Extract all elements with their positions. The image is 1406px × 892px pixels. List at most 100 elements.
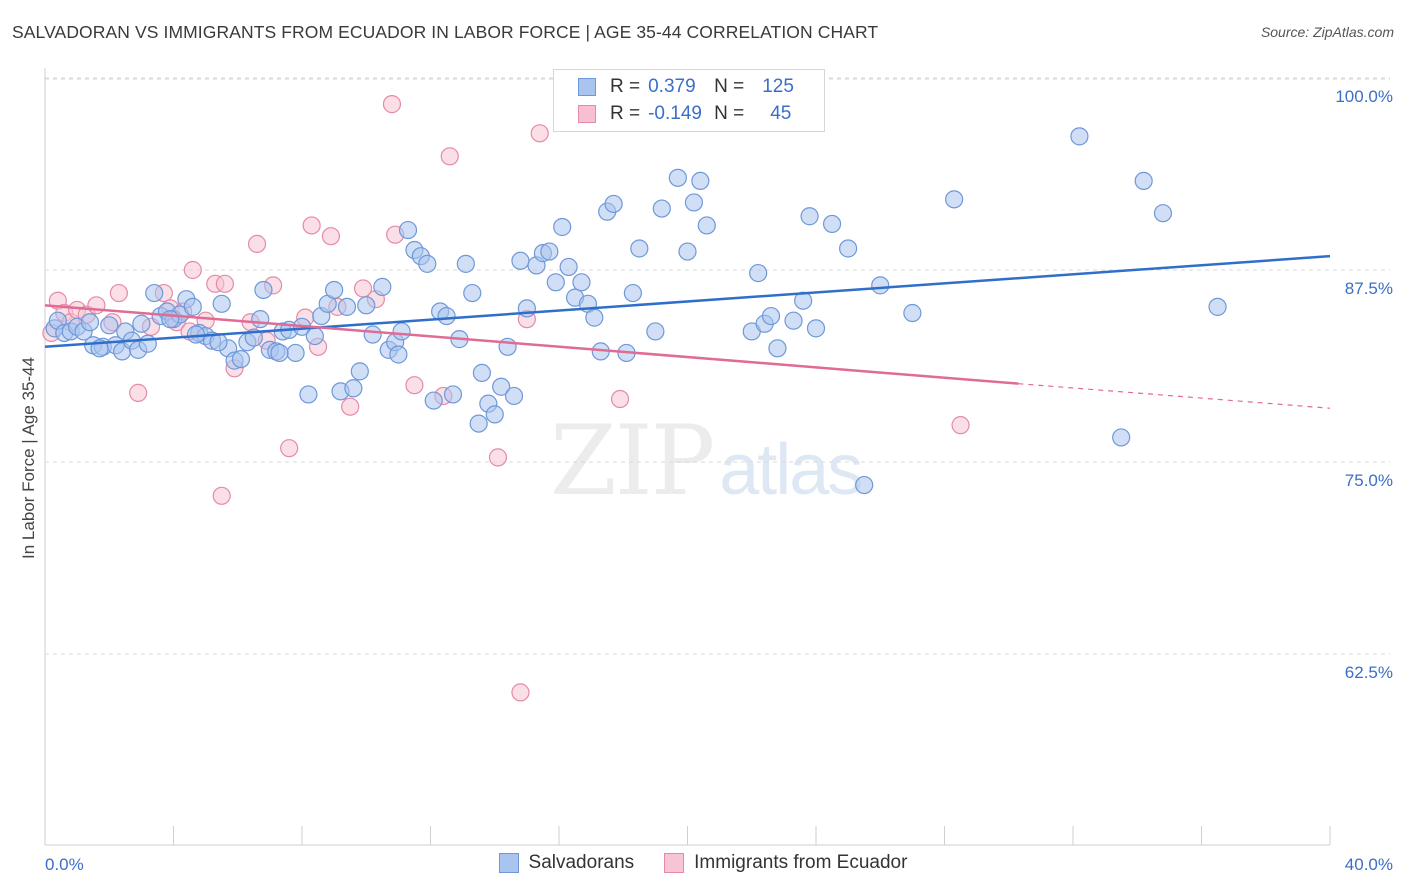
salvadoran-point [585,308,604,327]
salvadoran-point [286,343,305,363]
salvadoran-trend-line [44,254,1331,349]
salvadoran-point [363,325,382,344]
ecuador-point [405,376,424,395]
series-legend: Salvadorans Immigrants from Ecuador [0,852,1406,874]
ecuador-point [610,389,630,409]
x-tick-label-min: 0.0% [45,855,84,874]
n-label: N = [714,103,745,124]
salvadoran-point [305,326,324,346]
salvadoran-point [511,251,530,270]
salvadoran-point [100,316,119,335]
ecuador-point [321,227,341,246]
ecuador-point [382,95,402,114]
salvadoran-point [325,280,344,300]
watermark: ZIPatlas [550,405,863,517]
legend-item-ecuador[interactable]: Immigrants from Ecuador [664,852,907,874]
salvadoran-point [800,207,819,226]
ecuador-point [440,147,459,166]
salvadoran-point [646,322,665,341]
watermark-atlas: atlas [719,430,863,510]
ecuador-point [129,383,148,402]
legend-label: Immigrants from Ecuador [694,852,908,873]
salvadoran-point [1208,297,1227,316]
watermark-zip: ZIP [550,405,715,517]
salvadoran-point [299,385,318,404]
ecuador-point [488,448,508,467]
y-tick-label: 62.5% [1345,663,1393,682]
salvadoran-point [463,283,482,303]
salvadoran-point [337,297,357,316]
salvadoran-point [822,214,842,234]
y-axis-label: In Labor Force | Age 35-44 [19,357,38,559]
salvadoran-point [652,199,671,218]
salvadoran-point [398,220,418,240]
salvadoran-point [344,379,363,398]
n-value: 45 [770,103,792,124]
ecuador-point [87,296,106,315]
salvadoran-point [839,239,858,258]
r-value: -0.149 [648,103,702,124]
ecuador-point [951,416,970,435]
ecuador-point [530,124,549,143]
x-tick-label-max: 40.0% [1345,855,1393,874]
salvadoran-point [761,306,781,326]
salvadoran-point [684,193,704,212]
salvadoran-point [183,297,202,316]
ecuador-point [109,283,128,303]
ecuador-trend-line [44,304,1019,385]
salvadoran-point [678,242,697,261]
salvadoran-point [572,273,591,292]
source-label: Source: ZipAtlas.com [1260,24,1394,40]
salvadoran-point [691,171,710,191]
stats-row-salvadorans: R = 0.379 N = 125 [578,74,794,100]
y-tick-label: 75.0% [1345,471,1393,490]
n-label: N = [714,76,745,97]
salvadoran-point [903,303,922,323]
salvadoran-point [871,276,890,295]
y-tick-label: 100.0% [1335,87,1393,106]
salvadoran-point [350,362,369,381]
ecuador-point [511,683,530,702]
r-label: R = [610,76,641,97]
legend-item-salvadorans[interactable]: Salvadorans [498,852,635,874]
legend-label: Salvadorans [528,852,635,873]
salvadoran-point [604,194,623,214]
salvadoran-point [806,319,826,338]
salvadoran-point [1112,428,1131,447]
n-value: 125 [762,76,794,97]
salvadoran-point [504,386,524,406]
salvadoran-point [472,363,491,383]
salvadoran-point [209,333,228,352]
salvadoran-point [145,283,164,303]
ecuador-point [183,260,202,280]
salvadoran-point [469,414,488,433]
ecuador-trend-extension [1018,383,1331,409]
salvadoran-point [559,257,578,277]
salvadoran-point [270,343,289,363]
salvadoran-point [389,345,408,364]
ecuador-point [280,439,299,458]
salvadoran-point [80,313,100,332]
salvadoran-point [132,314,151,333]
salvadoran-point [492,377,511,396]
salvadoran-point [373,277,392,296]
ecuador-point [212,486,231,505]
salvadoran-point [357,296,376,315]
axes [44,68,1331,846]
salvadoran-point [456,254,475,273]
ecuador-legend-swatch [664,853,685,873]
salvadoran-point [1134,171,1153,191]
salvadoran-point [1153,204,1173,223]
salvadoran-point [546,273,565,292]
salvadoran-point [161,310,180,329]
salvadoran-point [437,306,456,326]
r-label: R = [610,103,641,124]
salvadorans-legend-swatch [498,853,519,873]
salvadoran-point [749,263,768,283]
series-salvadoran-points [45,127,1227,495]
ecuador-point [215,274,234,293]
r-value: 0.379 [648,76,696,97]
salvadoran-point [784,311,803,330]
salvadoran-point [697,216,716,235]
